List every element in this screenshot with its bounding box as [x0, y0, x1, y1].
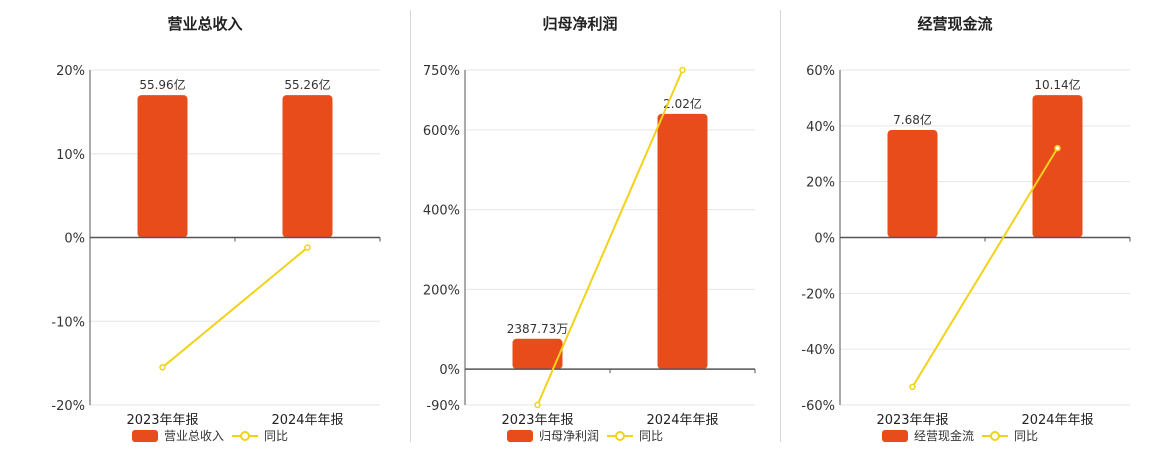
y-tick-label: -20% — [801, 287, 835, 302]
y-tick-label: 400% — [423, 204, 460, 219]
bar-data-label: 2.02亿 — [663, 96, 702, 111]
x-category-label: 2023年年报 — [501, 413, 573, 428]
chart-title: 经营现金流 — [917, 15, 993, 33]
y-tick-label: 10% — [56, 148, 85, 163]
y-tick-label: 20% — [56, 64, 85, 79]
chart-panel-net-profit: 归母净利润 750% 600% 400% 200% 0% -90% 2387.73万 2.02… — [395, 0, 765, 450]
legend-bar-swatch — [882, 430, 908, 442]
yoy-point — [1054, 144, 1061, 152]
y-tick-label: -20% — [51, 399, 85, 414]
chart-svg: 750% 600% 400% 200% 0% -90% 2387.73万 2.02亿 2023年… — [423, 64, 756, 443]
bar-data-label: 7.68亿 — [893, 112, 932, 127]
legend-bar-swatch — [507, 430, 533, 442]
y-tick-label: -90% — [426, 399, 460, 414]
yoy-point — [159, 364, 166, 371]
yoy-point — [679, 66, 686, 74]
y-tick-label: 0% — [64, 232, 85, 247]
x-category-label: 2023年年报 — [876, 413, 948, 428]
y-tick-label: 0% — [439, 363, 460, 378]
y-tick-label: 0% — [814, 232, 835, 247]
legend-line-marker — [990, 431, 1000, 441]
chart-panel-revenue: 营业总收入 20% 10% 0% -10% -20% 55.96亿 55.26亿 2023年年… — [20, 0, 390, 450]
bar-data-label: 2387.73万 — [507, 322, 569, 336]
y-tick-label: 20% — [806, 176, 835, 191]
panel-divider — [410, 10, 411, 442]
bar-data-label: 10.14亿 — [1034, 77, 1080, 92]
yoy-point — [304, 244, 311, 251]
bar — [512, 338, 563, 370]
legend-line-marker — [240, 431, 250, 441]
chart-panel-cash-flow: 经营现金流 60% 40% 20% 0% -20% -40% -60% 7.68亿 10.14亿… — [770, 0, 1140, 450]
y-tick-label: 40% — [806, 120, 835, 135]
yoy-line — [161, 246, 309, 369]
panel-divider — [780, 10, 781, 442]
bar — [137, 95, 188, 238]
bar-data-label: 55.26亿 — [284, 77, 330, 92]
chart-title: 营业总收入 — [167, 15, 243, 33]
legend-label-line: 同比 — [1014, 429, 1038, 443]
bar — [657, 113, 708, 370]
legend-label-bar: 营业总收入 — [164, 429, 224, 443]
y-tick-label: -10% — [51, 315, 85, 330]
legend-bar-swatch — [132, 430, 158, 442]
y-tick-label: 200% — [423, 283, 460, 298]
x-category-label: 2023年年报 — [126, 413, 198, 428]
chart-title: 归母净利润 — [542, 15, 618, 33]
legend-label-line: 同比 — [264, 429, 288, 443]
x-category-label: 2024年年报 — [271, 413, 343, 428]
legend-label-line: 同比 — [639, 429, 663, 443]
yoy-point — [534, 401, 541, 409]
yoy-line — [911, 147, 1059, 388]
y-tick-label: 60% — [806, 64, 835, 79]
legend-label-bar: 经营现金流 — [914, 428, 974, 443]
chart-svg: 60% 40% 20% 0% -20% -40% -60% 7.68亿 10.14亿 2023年年… — [801, 64, 1131, 443]
bar — [282, 95, 333, 238]
y-tick-label: 600% — [423, 124, 460, 139]
yoy-line — [536, 69, 684, 406]
x-category-label: 2024年年报 — [1021, 413, 1093, 428]
legend-label-bar: 归母净利润 — [539, 429, 599, 443]
bar-data-label: 55.96亿 — [139, 77, 185, 92]
y-tick-label: -60% — [801, 399, 835, 414]
bar — [887, 130, 938, 238]
y-tick-label: -40% — [801, 343, 835, 358]
chart-svg: 20% 10% 0% -10% -20% 55.96亿 55.26亿 2023年年报 2024年… — [51, 64, 381, 443]
yoy-point — [909, 383, 916, 391]
legend-line-marker — [615, 431, 625, 441]
bar — [1032, 95, 1083, 238]
y-tick-label: 750% — [423, 64, 460, 79]
x-category-label: 2024年年报 — [646, 413, 718, 428]
